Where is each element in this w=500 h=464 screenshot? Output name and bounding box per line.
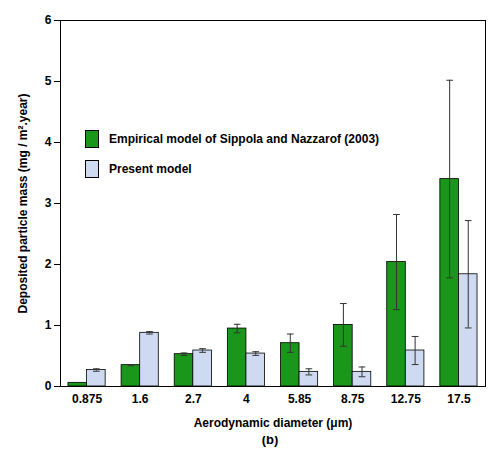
svg-text:6: 6 (45, 13, 52, 27)
svg-text:1: 1 (45, 318, 52, 332)
html-text:(b): (b) (261, 432, 279, 447)
svg-text:5.85: 5.85 (288, 392, 312, 406)
svg-text:Aerodynamic diameter (μm): Aerodynamic diameter (μm) (194, 416, 353, 430)
svg-text:0.875: 0.875 (72, 392, 102, 406)
svg-text:8.75: 8.75 (341, 392, 365, 406)
html-text:Empirical model of Sippola and: Empirical model of Sippola and Nazzarof … (109, 132, 380, 146)
svg-text:3: 3 (45, 196, 52, 210)
svg-text:4: 4 (45, 135, 52, 149)
svg-text:4: 4 (243, 392, 250, 406)
svg-text:2.7: 2.7 (185, 392, 202, 406)
svg-text:2: 2 (45, 257, 52, 271)
svg-text:5: 5 (45, 74, 52, 88)
svg-text:12.75: 12.75 (391, 392, 421, 406)
svg-text:0: 0 (45, 379, 52, 393)
svg-text:17.5: 17.5 (447, 392, 471, 406)
svg-text:1.6: 1.6 (132, 392, 149, 406)
svg-text:Deposited particle mass (mg /: Deposited particle mass (mg / m².year) (16, 93, 30, 313)
html-text:Present model: Present model (109, 162, 192, 176)
